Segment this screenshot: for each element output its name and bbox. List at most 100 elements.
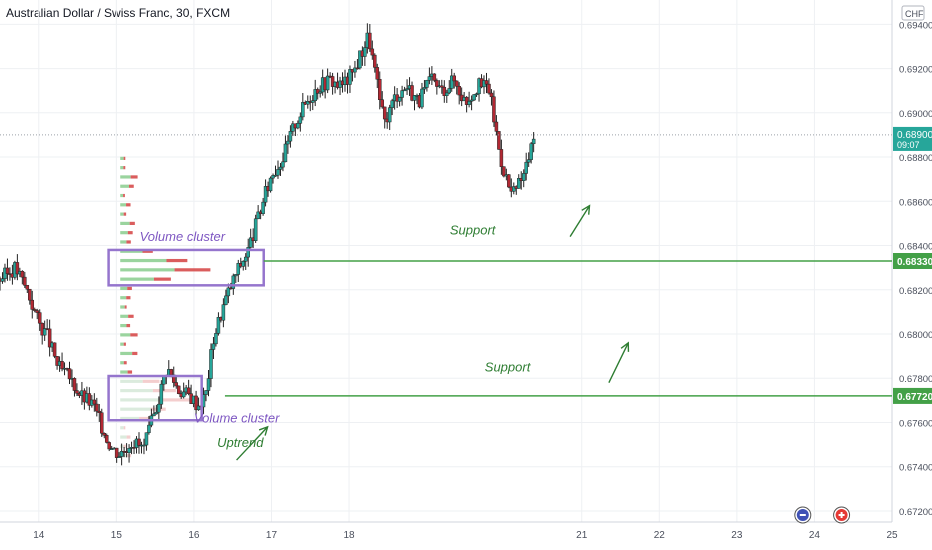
volume-profile-bar — [123, 444, 126, 448]
candle-body — [318, 91, 322, 94]
candle-body — [35, 310, 39, 313]
volume-profile-bar — [126, 296, 131, 300]
chart-annotation: Support — [485, 360, 532, 375]
candle-body — [315, 89, 320, 94]
candle-body — [194, 395, 198, 411]
y-tick-label: 0.68800 — [899, 153, 932, 164]
candle-body — [375, 67, 380, 80]
x-tick-label: 24 — [809, 530, 821, 541]
candle-body — [37, 312, 42, 324]
candle-body — [117, 456, 121, 458]
candle-body — [521, 173, 526, 181]
current-price-countdown: 09:07 — [897, 140, 920, 150]
candle-body — [310, 100, 315, 103]
volume-profile-bar — [153, 277, 171, 281]
candle-body — [224, 295, 228, 305]
y-tick-label: 0.68600 — [899, 197, 932, 208]
volume-profile-bar — [120, 249, 143, 253]
volume-profile-bar — [127, 231, 133, 235]
candle-body — [524, 161, 528, 174]
currency-badge-label: CHF — [905, 9, 924, 19]
volume-profile-bar — [124, 305, 127, 309]
volume-profile-bar — [123, 212, 127, 216]
volume-profile-bar — [142, 379, 160, 383]
candle-body — [355, 67, 360, 70]
candle-body — [234, 274, 238, 277]
candle-body — [296, 123, 300, 129]
volume-profile-bar — [123, 426, 126, 430]
volume-profile-bar — [123, 193, 125, 198]
candle-body — [261, 201, 265, 214]
candle-body — [447, 88, 452, 94]
candle-body — [454, 80, 459, 87]
candle-body — [467, 100, 471, 105]
candle-body — [281, 161, 285, 168]
candle-body — [358, 50, 362, 69]
candle-body — [529, 143, 533, 160]
y-tick-label: 0.67800 — [899, 374, 932, 385]
candle-body — [492, 96, 496, 123]
volume-profile-bar — [123, 342, 126, 346]
candle-body — [301, 102, 305, 118]
candle-body — [432, 73, 437, 81]
candle-body — [60, 361, 64, 370]
candle-body — [370, 48, 375, 56]
candle-body — [378, 78, 382, 100]
candle-body — [92, 399, 97, 405]
candle-body — [313, 89, 317, 101]
volume-profile-bar — [127, 286, 132, 291]
candle-body — [169, 369, 174, 376]
volume-profile-bar — [120, 323, 127, 328]
candle-body — [206, 378, 211, 391]
volume-profile-bar — [152, 389, 176, 393]
candle-body — [387, 107, 392, 123]
x-tick-label: 17 — [266, 530, 278, 541]
event-marker-glyph — [840, 512, 843, 518]
candle-body — [20, 270, 25, 278]
candle-body — [452, 75, 456, 82]
candle-body — [221, 304, 226, 321]
volume-profile-bar — [120, 333, 131, 337]
y-tick-label: 0.69400 — [899, 20, 932, 31]
candle-body — [181, 391, 186, 398]
candle-body — [526, 159, 531, 163]
candle-body — [176, 385, 181, 394]
volume-profile-bar — [120, 203, 127, 207]
candle-body — [512, 186, 516, 192]
candle-body — [397, 97, 402, 102]
volume-profile-bar — [139, 416, 152, 421]
volume-profile-bar — [120, 240, 127, 244]
candle-body — [236, 263, 241, 275]
volume-profile-bar — [129, 221, 135, 225]
volume-profile-bar — [120, 231, 128, 235]
candle-body — [517, 178, 521, 189]
candle-body — [72, 378, 77, 391]
volume-profile-bar — [120, 416, 140, 421]
volume-profile-bar — [120, 296, 127, 300]
x-tick-label: 22 — [654, 530, 666, 541]
volume-profile-bar — [120, 370, 128, 374]
candle-body — [196, 405, 201, 411]
candle-body — [502, 166, 506, 177]
candle-body — [157, 403, 161, 413]
candle-body — [216, 317, 221, 334]
candle-body — [382, 106, 387, 120]
candle-body — [102, 432, 106, 436]
volume-profile-bar — [120, 212, 124, 216]
chart-annotation: Support — [450, 222, 497, 237]
volume-profile-bar — [120, 156, 124, 160]
volume-profile-bar — [132, 351, 138, 356]
y-tick-label: 0.67600 — [899, 418, 932, 429]
volume-profile-bar — [120, 314, 129, 318]
candle-body — [348, 69, 352, 85]
chart-title: Australian Dollar / Swiss Franc, 30, FXC… — [6, 6, 231, 20]
volume-profile-bar — [159, 398, 190, 402]
current-price-label-bg — [893, 126, 932, 151]
candle-body — [484, 80, 489, 85]
candle-body — [464, 96, 469, 105]
candle-body — [276, 169, 280, 176]
candle-body — [30, 299, 35, 310]
volume-profile-bar — [142, 249, 153, 253]
candle-body — [132, 447, 136, 449]
